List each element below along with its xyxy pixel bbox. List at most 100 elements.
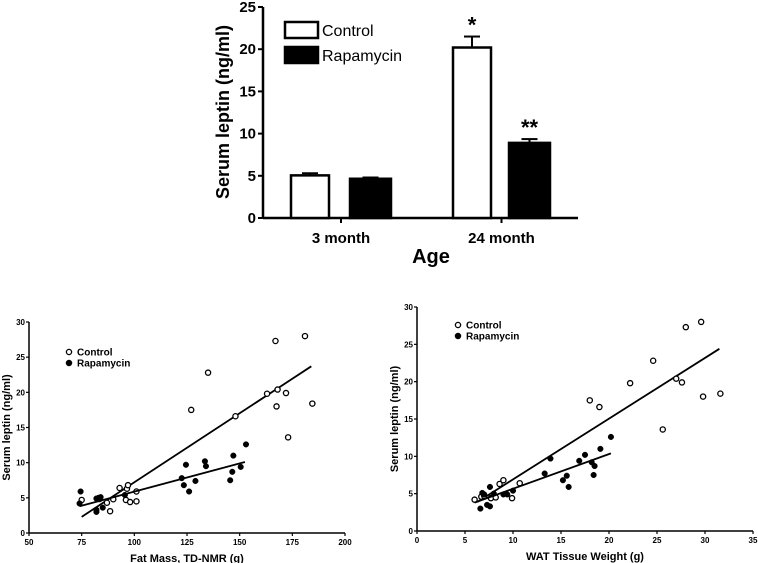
point-rapamycin [121,491,128,499]
point-control [496,480,503,488]
point-control [272,337,279,345]
point-control [204,369,212,376]
point-control [717,390,724,397]
x-tick-label: 5 [463,536,468,545]
point-rapamycin [477,505,484,512]
y-tick-label: 5 [21,494,26,503]
point-control [273,403,280,410]
point-control [301,332,309,340]
point-control [626,379,634,387]
point-control [126,498,134,506]
y-tick-label: 30 [404,303,413,312]
point-rapamycin [96,496,103,503]
point-rapamycin [563,472,570,479]
point-rapamycin [504,491,511,498]
point-control [649,357,657,365]
x-tick-label: 200 [338,538,352,547]
point-rapamycin [490,490,497,497]
point-rapamycin [180,482,187,489]
significance-annotation: * [468,13,477,38]
point-rapamycin [182,461,189,468]
y-tick-label: 25 [404,340,413,349]
y-tick-label: 0 [248,210,256,227]
x-tick-label: 150 [233,538,247,547]
legend-marker-rapamycin [454,332,462,340]
y-axis-label: Serum leptin (ng/ml) [1,374,13,481]
x-tick-label: 24 month [468,230,535,247]
point-rapamycin [93,508,100,515]
y-tick-label: 15 [404,415,413,424]
y-tick-label: 30 [16,318,25,327]
point-control [263,390,271,397]
point-rapamycin [77,488,84,495]
point-control [116,484,123,492]
bar-control-0 [289,174,331,220]
x-axis-label: WAT Tissue Weight (g) [526,551,644,563]
point-rapamycin [576,457,583,464]
point-rapamycin [547,455,554,462]
point-control [309,400,316,407]
x-tick-label: 125 [180,538,194,547]
point-rapamycin [178,475,185,482]
legend-label: Control [322,23,374,40]
x-tick-label: 100 [128,538,142,547]
point-control [659,426,667,433]
point-control [274,386,281,393]
x-tick-label: 75 [77,538,86,547]
point-control [697,318,705,326]
point-control [103,499,111,507]
legend-swatch-control [283,20,320,40]
point-rapamycin [227,477,234,484]
scatter-chart-1: 0 5 10 15 20 25 30 50 75 100 125 150 175 200 ControlRa… [1,318,352,563]
x-tick-label: 20 [605,536,614,545]
legend-marker-control [454,321,462,329]
bar-rapamycin-1 [507,141,552,220]
legend-swatch-rapamycin [283,45,320,65]
point-control [500,476,507,484]
point-control [282,389,290,397]
x-tick-label: 175 [286,538,300,547]
point-rapamycin [597,445,604,452]
legend-label: Control [77,348,113,359]
point-rapamycin [581,451,589,458]
point-rapamycin [237,463,244,470]
point-control [682,323,690,331]
x-axis-label: Fat Mass, TD-NMR (g) [130,553,244,563]
x-tick-label: 0 [415,536,420,545]
y-tick-label: 15 [239,83,256,100]
fit-line-rapamycin [79,461,246,508]
point-rapamycin [481,491,488,498]
y-tick-label: 5 [248,168,256,185]
point-rapamycin [201,458,208,465]
legend-label: Rapamycin [322,48,402,65]
y-tick-label: 25 [16,353,25,362]
point-rapamycin [186,488,193,495]
y-axis-label: Serum leptin (ng/ml) [213,25,233,199]
point-control [586,397,594,404]
point-rapamycin [509,487,517,494]
y-tick-label: 5 [409,490,414,499]
point-control [508,494,516,502]
point-control [106,507,114,515]
y-tick-label: 25 [239,0,256,16]
legend-label: Rapamycin [466,332,519,343]
y-tick-label: 10 [239,126,256,143]
point-rapamycin [486,483,494,490]
fit-line-control [476,348,720,503]
legend-label: Control [466,321,502,332]
point-rapamycin [486,503,494,510]
point-control [596,403,603,411]
y-tick-label: 0 [409,527,414,536]
point-rapamycin [230,452,237,459]
point-rapamycin [591,462,598,470]
point-control [284,434,292,441]
x-tick-label: 30 [701,536,710,545]
point-control [187,406,195,414]
fit-line-rapamycin [474,452,612,504]
bar-rapamycin-0 [348,177,393,220]
point-control [133,498,140,505]
y-axis-label: Serum leptin (ng/ml) [389,365,401,472]
point-rapamycin [76,500,83,507]
y-tick-label: 20 [404,378,413,387]
point-rapamycin [242,441,250,448]
